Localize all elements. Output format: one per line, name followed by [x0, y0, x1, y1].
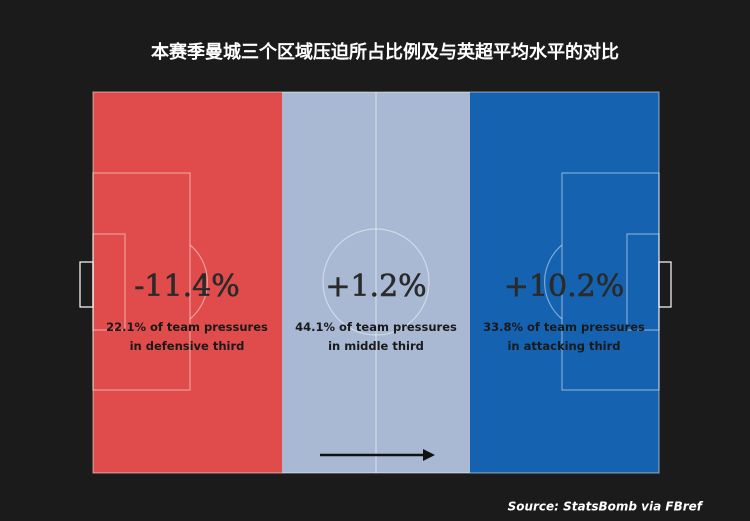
description: 22.1% of team pressures [106, 320, 268, 334]
change-label: +10.2% [504, 269, 624, 304]
description: 33.8% of team pressures [483, 320, 645, 334]
goal [658, 261, 672, 308]
penalty-arc [544, 244, 563, 320]
pitch [79, 91, 672, 474]
zone-defensive [93, 92, 282, 473]
description: 44.1% of team pressures [295, 320, 457, 334]
arrow-head [423, 449, 435, 461]
source: Source: StatsBomb via FBref [508, 500, 704, 514]
description: in defensive third [130, 339, 245, 353]
change-label: +1.2% [325, 269, 426, 304]
description: in attacking third [507, 339, 620, 353]
change-label: -11.4% [134, 269, 239, 304]
zone-middle [282, 92, 470, 473]
zone-labels: -11.4% 22.1% of team pressures in defensiv… [106, 269, 645, 353]
description: in middle third [328, 339, 424, 353]
title: 本赛季曼城三个区域压迫所占比例及与英超平均水平的对比 [151, 41, 619, 63]
center-circle [322, 228, 430, 336]
goal [79, 261, 94, 308]
penalty-arc [189, 244, 208, 320]
zone-attacking [470, 92, 659, 473]
